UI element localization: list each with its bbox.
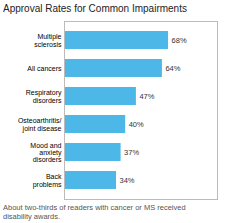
svg-text:64%: 64% [165, 64, 180, 73]
svg-text:All cancers: All cancers [27, 65, 62, 72]
svg-text:34%: 34% [120, 176, 135, 185]
svg-text:40%: 40% [129, 120, 144, 129]
svg-text:Respiratorydisorders: Respiratorydisorders [26, 89, 62, 103]
html-text:About two-thirds of readers wi: About two-thirds of readers with cancer … [3, 203, 186, 221]
svg-text:Backproblems: Backproblems [33, 173, 62, 188]
svg-text:Mood andanxietydisorders: Mood andanxietydisorders [30, 142, 62, 164]
svg-text:68%: 68% [172, 36, 187, 45]
svg-text:37%: 37% [124, 148, 139, 157]
svg-text:Multiplesclerosis: Multiplesclerosis [34, 33, 62, 47]
svg-text:47%: 47% [139, 92, 154, 101]
html-text:Approval Rates for Common Impa: Approval Rates for Common Impairments [3, 3, 187, 14]
svg-text:Osteoarthritis/joint disease: Osteoarthritis/joint disease [18, 117, 62, 132]
